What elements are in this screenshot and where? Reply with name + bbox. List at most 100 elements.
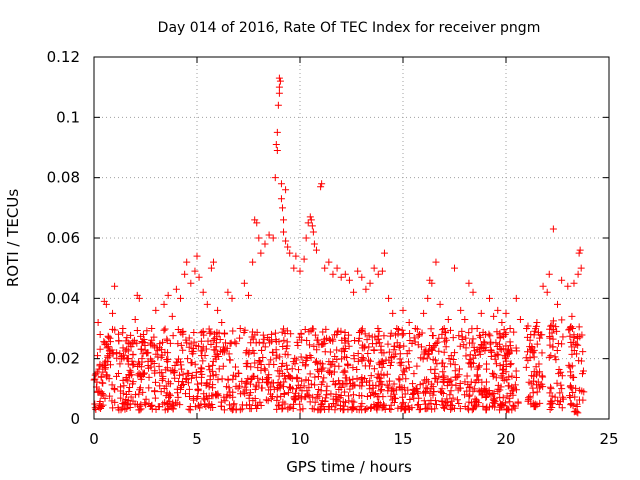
data-point-band: [126, 383, 134, 391]
data-point-band: [91, 371, 99, 379]
data-point-band: [398, 383, 406, 391]
data-point-band: [284, 389, 292, 397]
data-point-band: [533, 388, 541, 396]
data-point-band: [431, 405, 439, 413]
data-point-band: [420, 350, 428, 358]
data-point: [148, 325, 156, 332]
data-point-band: [504, 382, 512, 390]
data-point-band: [326, 336, 334, 344]
data-point-band: [535, 384, 543, 392]
data-point-band: [446, 391, 454, 399]
data-point-band: [319, 340, 327, 348]
data-point-band: [365, 343, 373, 351]
data-point-band: [410, 334, 418, 342]
data-point: [502, 309, 510, 317]
y-tick-label: 0.1: [56, 108, 80, 126]
data-point-band: [345, 331, 353, 339]
data-point-band: [494, 351, 502, 359]
data-point-band: [429, 332, 437, 340]
data-point-band: [273, 393, 281, 401]
data-point-band: [440, 348, 448, 356]
data-point-band: [451, 349, 459, 357]
data-point-band: [422, 346, 430, 354]
data-point-band: [193, 380, 201, 388]
data-point-band: [213, 328, 221, 336]
data-point-band: [502, 368, 510, 376]
data-point: [321, 264, 329, 272]
data-point-band: [214, 376, 222, 384]
data-point: [160, 300, 168, 308]
data-point-band: [145, 373, 153, 381]
data-point: [309, 228, 317, 236]
data-point-band: [447, 387, 455, 395]
data-point: [183, 258, 191, 266]
data-point-band: [424, 378, 432, 386]
data-point-band: [133, 327, 141, 335]
data-point-band: [382, 356, 390, 364]
data-point-band: [224, 376, 232, 384]
data-point: [257, 249, 265, 257]
data-point-band: [530, 403, 538, 411]
data-point-band: [396, 376, 404, 384]
data-point-band: [94, 352, 102, 360]
data-point-band: [438, 388, 446, 396]
data-point-band: [374, 335, 382, 343]
data-point-band: [403, 350, 411, 358]
data-point-band: [415, 406, 423, 414]
data-point-band: [396, 355, 404, 363]
data-point: [181, 270, 189, 278]
data-point-band: [325, 335, 333, 343]
data-point-band: [114, 369, 122, 377]
data-point-band: [129, 350, 137, 358]
data-point-band: [249, 397, 257, 405]
data-point-band: [456, 342, 464, 350]
data-point-band: [420, 397, 428, 405]
data-point-band: [318, 365, 326, 373]
data-point-band: [279, 383, 287, 391]
data-point-band: [350, 398, 358, 406]
data-point-band: [300, 382, 308, 390]
data-point-band: [492, 339, 500, 347]
data-point-band: [206, 329, 214, 337]
data-point-band: [464, 380, 472, 388]
data-point-band: [349, 375, 357, 383]
data-point-band: [538, 349, 546, 357]
data-point-band: [447, 352, 455, 360]
data-point: [127, 343, 135, 351]
data-point-band: [451, 361, 459, 369]
data-point-band: [197, 337, 205, 345]
data-point-band: [151, 394, 159, 402]
data-point-band: [332, 393, 340, 401]
data-point-band: [539, 373, 547, 381]
data-point-band: [280, 336, 288, 344]
data-point-band: [439, 359, 447, 367]
data-point: [354, 267, 362, 275]
data-point: [240, 279, 248, 287]
data-point-band: [375, 392, 383, 400]
data-point: [428, 279, 436, 287]
data-point-band: [419, 355, 427, 363]
data-point-band: [229, 327, 237, 335]
data-point-band: [301, 362, 309, 370]
data-point-band: [209, 372, 217, 380]
data-point-band: [97, 373, 105, 381]
data-point: [271, 174, 279, 182]
data-point-band: [435, 347, 443, 355]
data-point-band: [291, 354, 299, 362]
data-point-band: [159, 400, 167, 408]
data-point-band: [231, 338, 239, 346]
data-point-band: [463, 387, 471, 395]
data-point: [296, 267, 304, 275]
data-point-band: [203, 380, 211, 388]
data-point-band: [443, 395, 451, 403]
data-point-band: [442, 329, 450, 337]
data-point-band: [487, 347, 495, 355]
data-point-band: [174, 326, 182, 334]
data-point-band: [195, 342, 203, 350]
data-point-band: [351, 337, 359, 345]
data-point: [539, 282, 547, 290]
data-point: [280, 216, 288, 224]
data-point-band: [215, 365, 223, 373]
data-point-band: [334, 397, 342, 405]
data-point-band: [497, 402, 505, 409]
